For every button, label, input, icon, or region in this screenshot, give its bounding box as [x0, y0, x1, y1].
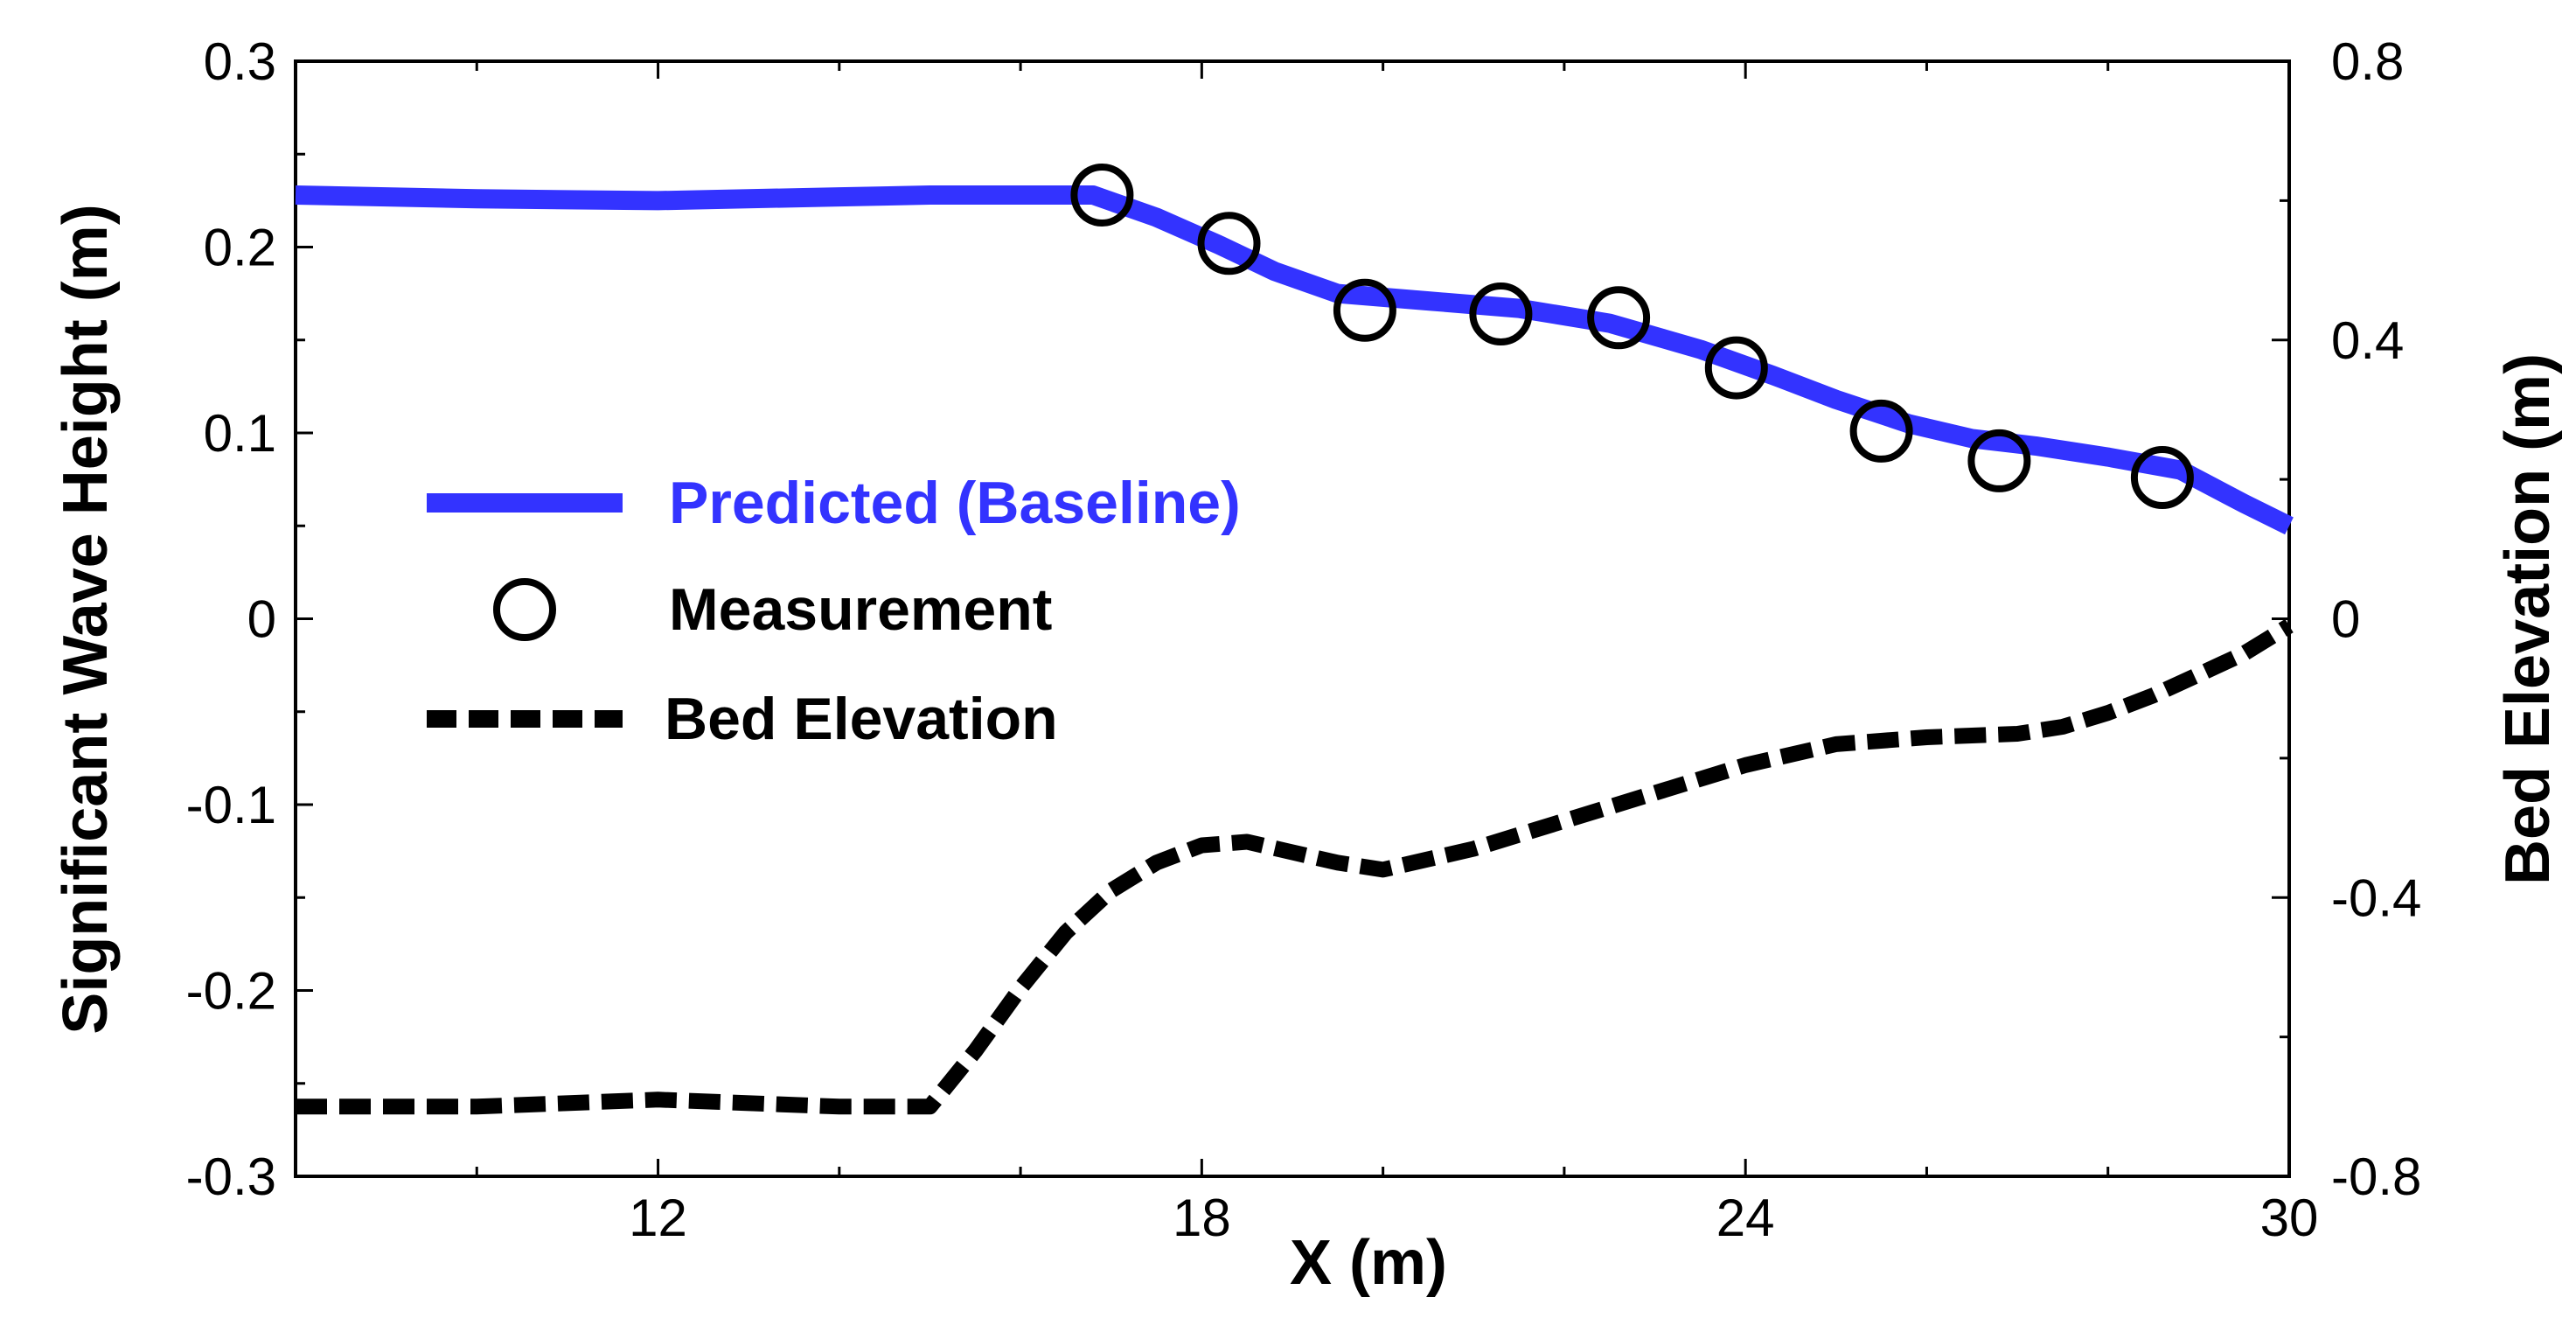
y-tick-label: -0.2 — [186, 962, 276, 1021]
y-tick-label: 0.1 — [204, 404, 276, 463]
measurement-point — [1197, 212, 1261, 275]
y-tick-label: 0.2 — [204, 219, 276, 277]
measurement-point — [1587, 286, 1651, 350]
legend-label-bed-elevation: Bed Elevation — [665, 686, 1058, 752]
y-axis-title: Significant Wave Height (m) — [51, 204, 121, 1034]
y2-tick-label: -0.4 — [2331, 868, 2421, 927]
measurement-point — [1704, 336, 1768, 400]
ticks-layer: 12 18 24 30 0.3 0.2 0.1 0 -0.1 -0.2 -0.3 0.8 0.4 0 -0.… — [186, 32, 2422, 1247]
series-bed-elevation — [296, 618, 2294, 1115]
y2-tick-label: 0.8 — [2331, 32, 2404, 91]
measurement-point — [1849, 399, 1913, 463]
y2-tick-label: -0.8 — [2331, 1147, 2421, 1206]
x-tick-label: 30 — [2260, 1189, 2319, 1247]
measurement-point — [2130, 446, 2194, 509]
measurement-point — [1333, 278, 1396, 342]
x-tick-label: 12 — [629, 1189, 687, 1247]
legend-label-measurement: Measurement — [669, 576, 1052, 643]
legend-marker-measurement — [493, 578, 556, 641]
x-axis-title: X (m) — [1290, 1228, 1447, 1298]
y-tick-label: 0 — [247, 590, 276, 649]
legend: Predicted (Baseline) Measurement Bed Ele… — [427, 470, 1241, 752]
y-tick-label: -0.1 — [186, 776, 276, 834]
x-tick-label: 18 — [1173, 1189, 1231, 1247]
legend-label-predicted: Predicted (Baseline) — [669, 470, 1241, 536]
y2-axis-title: Bed Elevation (m) — [2493, 353, 2563, 885]
y2-tick-label: 0.4 — [2331, 311, 2404, 370]
series-layer — [295, 164, 2294, 1115]
y-tick-label: 0.3 — [204, 32, 276, 91]
measurement-point — [1469, 282, 1533, 345]
measurement-point — [1070, 164, 1134, 227]
measurement-point — [1967, 429, 2031, 492]
y2-tick-label: 0 — [2331, 590, 2360, 649]
x-tick-label: 24 — [1716, 1189, 1775, 1247]
y-tick-label: -0.3 — [186, 1147, 276, 1206]
